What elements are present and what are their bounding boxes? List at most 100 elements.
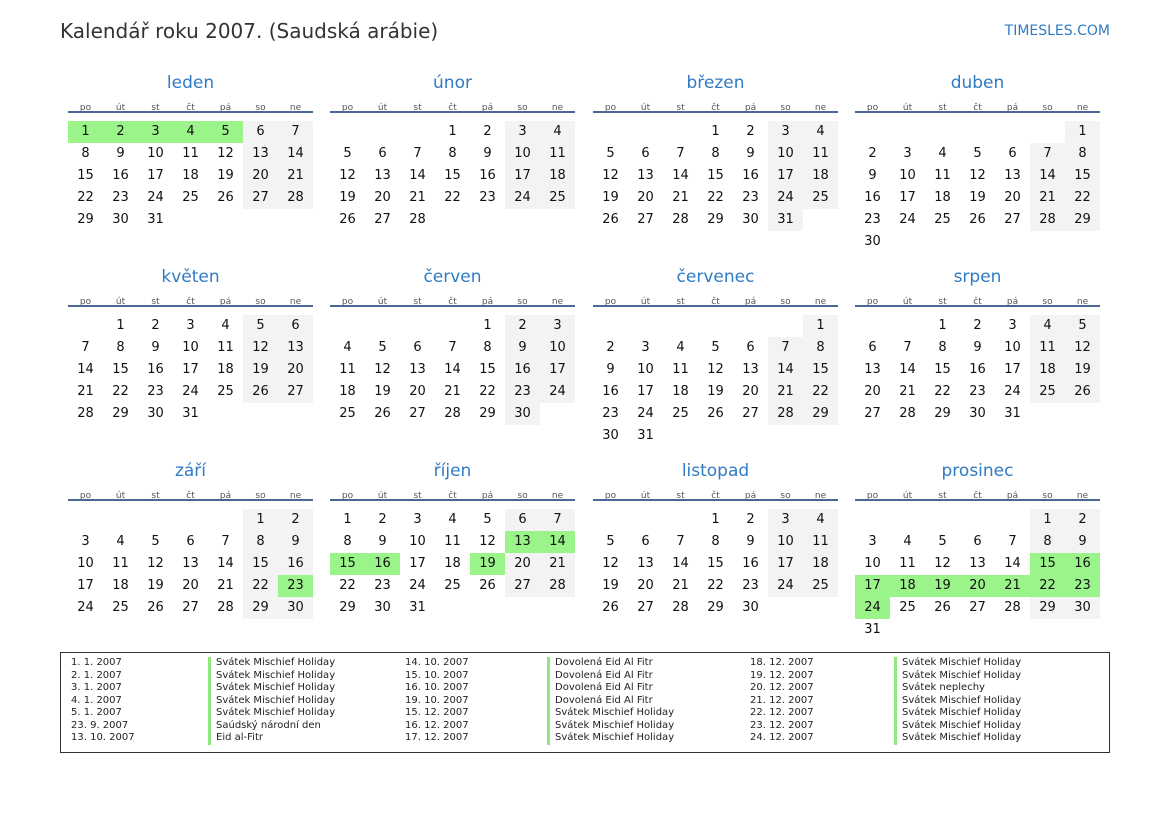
day-cell[interactable]: 20	[637, 578, 654, 593]
day-cell[interactable]: 19	[602, 190, 619, 205]
day-cell[interactable]: 1	[448, 124, 457, 139]
day-cell[interactable]: 11	[803, 531, 838, 553]
day-cell[interactable]: 15	[243, 553, 278, 575]
day-cell[interactable]: 21	[1030, 187, 1065, 209]
day-cell[interactable]: 14	[409, 168, 426, 183]
day-cell[interactable]: 10	[182, 340, 199, 355]
day-cell[interactable]: 30	[112, 212, 129, 227]
day-cell[interactable]: 11	[899, 556, 916, 571]
day-cell[interactable]: 10	[899, 168, 916, 183]
day-cell[interactable]: 2	[746, 124, 755, 139]
day-cell[interactable]: 15	[707, 168, 724, 183]
day-cell[interactable]: 22	[707, 190, 724, 205]
day-cell[interactable]: 29	[934, 406, 951, 421]
day-cell[interactable]: 1	[243, 509, 278, 531]
day-cell[interactable]: 25	[540, 187, 575, 209]
day-cell[interactable]: 14	[899, 362, 916, 377]
day-cell[interactable]: 30	[742, 212, 759, 227]
day-cell[interactable]: 13	[864, 362, 881, 377]
day-cell[interactable]: 21	[672, 190, 689, 205]
day-cell[interactable]: 21	[217, 578, 234, 593]
day-cell[interactable]: 22	[444, 190, 461, 205]
day-cell[interactable]: 11	[803, 143, 838, 165]
day-cell[interactable]: 22	[707, 578, 724, 593]
day-cell[interactable]: 29	[1030, 597, 1065, 619]
day-cell[interactable]: 6	[186, 534, 195, 549]
day-cell[interactable]: 7	[278, 121, 313, 143]
day-cell[interactable]: 3	[768, 121, 803, 143]
day-cell[interactable]: 1	[711, 512, 720, 527]
day-cell[interactable]: 25	[444, 578, 461, 593]
day-cell[interactable]: 21	[672, 578, 689, 593]
holiday-day[interactable]: 15	[1030, 553, 1065, 575]
day-cell[interactable]: 3	[413, 512, 422, 527]
day-cell[interactable]: 9	[606, 362, 615, 377]
day-cell[interactable]: 16	[278, 553, 313, 575]
day-cell[interactable]: 26	[934, 600, 951, 615]
day-cell[interactable]: 2	[151, 318, 160, 333]
day-cell[interactable]: 26	[707, 406, 724, 421]
day-cell[interactable]: 6	[973, 534, 982, 549]
holiday-day[interactable]: 16	[1065, 553, 1100, 575]
holiday-day[interactable]: 5	[208, 121, 243, 143]
holiday-day[interactable]: 23	[278, 575, 313, 597]
day-cell[interactable]: 6	[1008, 146, 1017, 161]
day-cell[interactable]: 18	[934, 190, 951, 205]
day-cell[interactable]: 29	[707, 600, 724, 615]
day-cell[interactable]: 13	[182, 556, 199, 571]
day-cell[interactable]: 29	[803, 403, 838, 425]
day-cell[interactable]: 26	[969, 212, 986, 227]
day-cell[interactable]: 11	[672, 362, 689, 377]
day-cell[interactable]: 10	[540, 337, 575, 359]
day-cell[interactable]: 1	[1065, 121, 1100, 143]
day-cell[interactable]: 3	[868, 534, 877, 549]
day-cell[interactable]: 14	[77, 362, 94, 377]
day-cell[interactable]: 21	[768, 381, 803, 403]
day-cell[interactable]: 23	[147, 384, 164, 399]
day-cell[interactable]: 27	[742, 406, 759, 421]
day-cell[interactable]: 24	[768, 575, 803, 597]
day-cell[interactable]: 27	[1004, 212, 1021, 227]
day-cell[interactable]: 17	[899, 190, 916, 205]
day-cell[interactable]: 1	[116, 318, 125, 333]
day-cell[interactable]: 16	[969, 362, 986, 377]
day-cell[interactable]: 30	[147, 406, 164, 421]
day-cell[interactable]: 28	[768, 403, 803, 425]
day-cell[interactable]: 22	[934, 384, 951, 399]
day-cell[interactable]: 5	[483, 512, 492, 527]
day-cell[interactable]: 22	[479, 384, 496, 399]
day-cell[interactable]: 4	[938, 146, 947, 161]
holiday-day[interactable]: 13	[505, 531, 540, 553]
day-cell[interactable]: 2	[746, 512, 755, 527]
day-cell[interactable]: 12	[602, 168, 619, 183]
brand-link[interactable]: TIMESLES.COM	[1004, 23, 1110, 39]
holiday-day[interactable]: 4	[173, 121, 208, 143]
day-cell[interactable]: 3	[1008, 318, 1017, 333]
day-cell[interactable]: 12	[243, 337, 278, 359]
day-cell[interactable]: 28	[77, 406, 94, 421]
day-cell[interactable]: 31	[768, 209, 803, 231]
day-cell[interactable]: 30	[742, 600, 759, 615]
day-cell[interactable]: 28	[540, 575, 575, 597]
day-cell[interactable]: 21	[77, 384, 94, 399]
day-cell[interactable]: 4	[903, 534, 912, 549]
day-cell[interactable]: 18	[1030, 359, 1065, 381]
day-cell[interactable]: 8	[711, 534, 720, 549]
day-cell[interactable]: 5	[938, 534, 947, 549]
day-cell[interactable]: 16	[147, 362, 164, 377]
day-cell[interactable]: 9	[116, 146, 125, 161]
day-cell[interactable]: 28	[409, 212, 426, 227]
day-cell[interactable]: 16	[742, 556, 759, 571]
day-cell[interactable]: 4	[221, 318, 230, 333]
day-cell[interactable]: 23	[479, 190, 496, 205]
day-cell[interactable]: 15	[1065, 165, 1100, 187]
day-cell[interactable]: 9	[746, 534, 755, 549]
day-cell[interactable]: 8	[343, 534, 352, 549]
day-cell[interactable]: 15	[934, 362, 951, 377]
day-cell[interactable]: 7	[768, 337, 803, 359]
day-cell[interactable]: 2	[505, 315, 540, 337]
day-cell[interactable]: 5	[711, 340, 720, 355]
day-cell[interactable]: 18	[339, 384, 356, 399]
day-cell[interactable]: 18	[803, 165, 838, 187]
day-cell[interactable]: 4	[116, 534, 125, 549]
